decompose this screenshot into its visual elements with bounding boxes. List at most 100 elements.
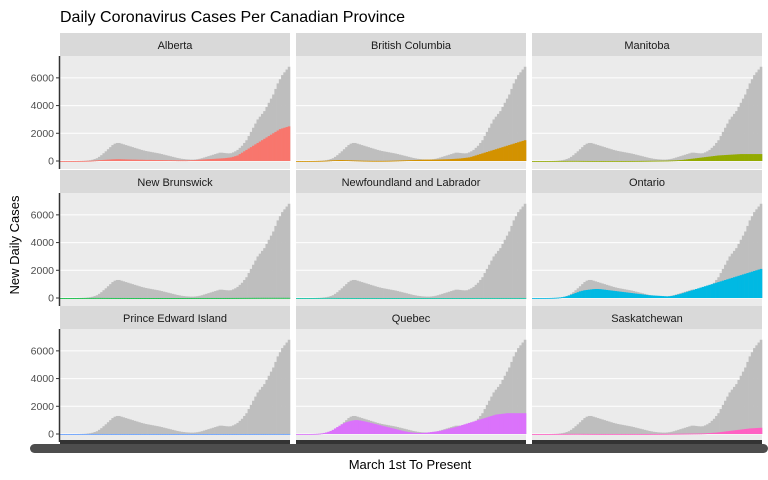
canada-total-bar	[227, 426, 231, 434]
province-bar	[309, 298, 312, 299]
province-bar	[661, 296, 665, 298]
province-bar	[409, 298, 413, 299]
province-bar	[569, 433, 573, 435]
canada-total-bar	[122, 144, 126, 161]
province-bar	[196, 434, 199, 435]
province-bar	[243, 434, 246, 435]
canada-total-bar	[499, 111, 502, 161]
province-bar	[746, 154, 749, 161]
province-bar	[394, 160, 397, 162]
province-bar	[374, 424, 377, 434]
province-bar	[578, 291, 582, 298]
canada-total-bar	[750, 216, 754, 298]
canada-total-bar	[354, 142, 357, 161]
province-bar	[102, 297, 105, 299]
province-bar	[138, 298, 141, 299]
canada-total-bar	[371, 148, 375, 161]
canada-total-bar	[100, 292, 103, 298]
canada-total-bar	[703, 152, 707, 161]
province-bar	[380, 160, 384, 162]
canada-total-bar	[336, 292, 339, 298]
province-bar	[623, 160, 627, 162]
canada-total-bar	[200, 431, 204, 434]
province-bar	[663, 296, 667, 298]
province-bar	[367, 298, 370, 299]
province-bar	[592, 289, 595, 298]
canada-total-bar	[254, 260, 257, 298]
province-bar	[320, 160, 324, 162]
canada-total-bar	[111, 418, 114, 434]
canada-total-bar	[109, 284, 112, 298]
canada-total-bar	[245, 413, 248, 434]
province-bar	[732, 277, 736, 298]
province-bar	[683, 433, 687, 435]
province-bar	[82, 433, 85, 435]
canada-total-bar	[260, 386, 264, 434]
canada-total-bar	[243, 279, 246, 298]
canada-total-bar	[345, 284, 348, 298]
canada-total-bar	[360, 145, 364, 161]
province-bar	[648, 295, 651, 298]
canada-total-bar	[189, 296, 193, 298]
province-bar	[358, 420, 362, 434]
province-bar	[561, 160, 564, 162]
province-bar	[547, 297, 551, 299]
province-bar	[641, 294, 644, 298]
province-bar	[483, 297, 487, 299]
province-bar	[706, 156, 709, 161]
province-bar	[730, 277, 734, 298]
canada-total-bar	[211, 291, 215, 298]
panel-strip	[60, 33, 290, 56]
province-bar	[164, 160, 168, 161]
canada-total-bar	[102, 426, 105, 434]
province-bar	[505, 145, 509, 161]
province-bar	[715, 432, 718, 434]
canada-total-bar	[748, 220, 752, 298]
canada-total-bar	[205, 156, 208, 161]
province-bar	[438, 298, 442, 299]
province-bar	[129, 159, 132, 161]
canada-total-bar	[356, 280, 359, 298]
province-bar	[115, 434, 119, 435]
province-bar	[173, 160, 177, 162]
canada-total-bar	[467, 152, 471, 161]
canada-total-bar	[185, 432, 188, 434]
province-bar	[423, 432, 426, 434]
province-bar	[66, 434, 70, 435]
province-bar	[307, 161, 310, 162]
canada-total-bar	[674, 157, 678, 161]
province-bar	[120, 434, 123, 435]
province-bar	[639, 433, 642, 435]
province-bar	[240, 297, 244, 299]
province-bar	[225, 434, 228, 435]
province-bar	[576, 433, 580, 435]
province-bar	[496, 148, 500, 161]
province-bar	[463, 298, 467, 299]
canada-total-bar	[732, 386, 736, 434]
canada-total-bar	[281, 348, 284, 434]
province-bar	[479, 297, 482, 299]
canada-total-bar	[133, 420, 137, 434]
province-bar	[592, 433, 595, 435]
canada-total-bar	[639, 428, 642, 434]
province-bar	[634, 160, 638, 162]
province-bar	[558, 297, 562, 299]
canada-total-bar	[739, 102, 743, 161]
province-bar	[122, 297, 126, 299]
province-bar	[683, 292, 687, 298]
canada-total-bar	[171, 429, 175, 434]
canada-total-bar	[160, 154, 164, 161]
province-bar	[211, 297, 215, 299]
province-bar	[717, 155, 720, 161]
province-bar	[129, 298, 132, 299]
province-bar	[325, 297, 328, 299]
canada-total-bar	[124, 418, 128, 434]
canada-total-bar	[164, 428, 168, 434]
canada-total-bar	[521, 206, 525, 298]
canada-total-bar	[115, 279, 119, 298]
province-bar	[421, 159, 424, 161]
canada-total-bar	[281, 212, 284, 298]
province-bar	[485, 151, 489, 161]
province-bar	[126, 434, 130, 435]
